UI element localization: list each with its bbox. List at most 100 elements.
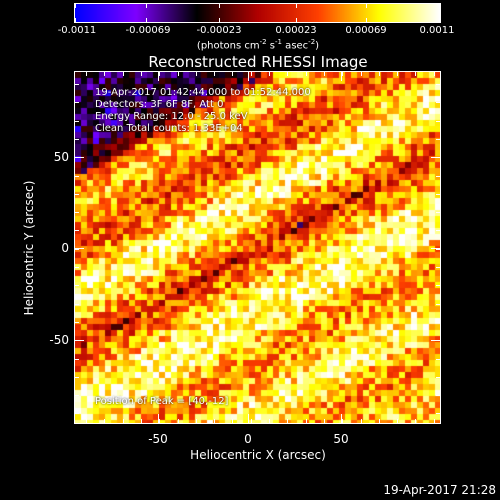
axis-tick-mark [232, 419, 233, 423]
colorbar-tick-label: -0.00023 [196, 25, 242, 36]
axis-tick-mark [159, 419, 160, 423]
colorbar-tick-mark [219, 4, 220, 8]
axis-tick-mark [397, 72, 398, 76]
axis-tick-mark [269, 72, 270, 76]
axis-tick-mark [341, 414, 342, 423]
y-tick-label: 0 [61, 241, 69, 255]
axis-tick-mark [75, 102, 79, 103]
axis-tick-mark [379, 72, 380, 76]
rhessi-image-plot: 19-Apr-2017 01:42:44.000 to 01:52:44.000… [74, 71, 441, 424]
axis-tick-mark [436, 84, 440, 85]
axis-tick-mark [75, 84, 79, 85]
axis-tick-mark [75, 377, 79, 378]
axis-tick-mark [436, 194, 440, 195]
axis-tick-mark [178, 419, 179, 423]
y-axis-label: Heliocentric Y (arcsec) [22, 180, 36, 316]
y-tick-label: -50 [49, 333, 69, 347]
colorbar-tick-label: 0.0011 [419, 25, 455, 36]
heatmap-image [75, 72, 440, 423]
axis-tick-mark [324, 419, 325, 423]
axis-tick-mark [287, 72, 288, 76]
axis-tick-mark [436, 230, 440, 231]
axis-tick-mark [75, 121, 79, 122]
axis-tick-mark [75, 248, 84, 249]
axis-tick-mark [75, 304, 79, 305]
axis-tick-mark [431, 248, 440, 249]
colorbar-tick-label: 0.00023 [275, 25, 317, 36]
y-tick-label: 50 [53, 150, 69, 164]
axis-tick-mark [436, 249, 440, 250]
colorbar-tick-mark [219, 18, 220, 22]
axis-tick-mark [415, 419, 416, 423]
axis-tick-mark [178, 72, 179, 76]
axis-tick-mark [379, 419, 380, 423]
axis-tick-mark [75, 340, 79, 341]
axis-tick-mark [436, 322, 440, 323]
x-axis-label: Heliocentric X (arcsec) [190, 448, 326, 462]
axis-tick-mark [342, 419, 343, 423]
axis-tick-mark [75, 194, 79, 195]
axis-tick-mark [436, 413, 440, 414]
axis-tick-mark [361, 419, 362, 423]
axis-tick-mark [86, 419, 87, 423]
axis-tick-mark [159, 72, 160, 76]
axis-tick-mark [248, 414, 249, 423]
axis-tick-mark [436, 395, 440, 396]
axis-tick-mark [287, 419, 288, 423]
axis-tick-mark [75, 359, 79, 360]
axis-tick-mark [251, 72, 252, 76]
colorbar-tick-mark [296, 4, 297, 8]
axis-tick-mark [361, 72, 362, 76]
axis-tick-mark [75, 157, 79, 158]
peak-position-label: Position of Peak = [40,-12] [95, 396, 229, 407]
axis-tick-mark [196, 72, 197, 76]
info-counts: Clean Total counts: 1.33E+04 [95, 123, 243, 134]
colorbar-tick-label: -0.00069 [125, 25, 171, 36]
axis-tick-mark [75, 413, 79, 414]
axis-tick-mark [158, 414, 159, 423]
colorbar-tick-mark [366, 18, 367, 22]
axis-tick-mark [75, 176, 79, 177]
axis-tick-mark [436, 121, 440, 122]
colorbar-tick-mark [439, 18, 440, 22]
axis-tick-mark [306, 419, 307, 423]
axis-tick-mark [436, 359, 440, 360]
x-tick-label: -50 [148, 432, 168, 446]
axis-tick-mark [434, 72, 435, 76]
axis-tick-mark [436, 139, 440, 140]
axis-tick-mark [158, 72, 159, 81]
axis-tick-mark [75, 395, 79, 396]
colorbar-tick-mark [366, 4, 367, 8]
axis-tick-mark [436, 212, 440, 213]
colorbar-tick-mark [75, 18, 76, 22]
axis-tick-mark [104, 419, 105, 423]
axis-tick-mark [214, 419, 215, 423]
image-title: Reconstructed RHESSI Image [148, 53, 368, 71]
colorbar-tick-mark [146, 18, 147, 22]
info-time-range: 19-Apr-2017 01:42:44.000 to 01:52:44.000 [95, 87, 311, 98]
colorbar-tick-mark [75, 4, 76, 8]
axis-tick-mark [342, 72, 343, 76]
colorbar [74, 3, 441, 23]
axis-tick-mark [196, 419, 197, 423]
colorbar-tick-label: 0.00069 [345, 25, 387, 36]
x-tick-label: 0 [244, 432, 252, 446]
axis-tick-mark [75, 157, 84, 158]
axis-tick-mark [141, 72, 142, 76]
axis-tick-mark [436, 304, 440, 305]
axis-tick-mark [306, 72, 307, 76]
axis-tick-mark [232, 72, 233, 76]
axis-tick-mark [75, 322, 79, 323]
axis-tick-mark [248, 72, 249, 81]
axis-tick-mark [75, 212, 79, 213]
axis-tick-mark [123, 419, 124, 423]
axis-tick-mark [75, 340, 84, 341]
axis-tick-mark [436, 176, 440, 177]
axis-tick-mark [341, 72, 342, 81]
axis-tick-mark [415, 72, 416, 76]
axis-tick-mark [436, 157, 440, 158]
axis-tick-mark [104, 72, 105, 76]
axis-tick-mark [431, 340, 440, 341]
colorbar-tick-mark [146, 4, 147, 8]
axis-tick-mark [436, 340, 440, 341]
